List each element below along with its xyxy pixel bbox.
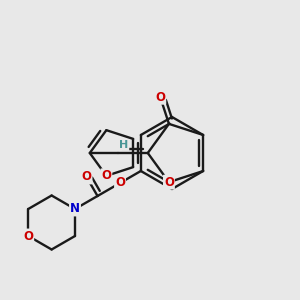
Text: O: O xyxy=(115,176,125,190)
Text: O: O xyxy=(164,176,174,189)
Text: O: O xyxy=(82,170,92,183)
Text: O: O xyxy=(101,169,111,182)
Text: N: N xyxy=(70,202,80,215)
Text: O: O xyxy=(23,230,33,242)
Text: O: O xyxy=(155,91,165,104)
Text: H: H xyxy=(119,140,128,150)
